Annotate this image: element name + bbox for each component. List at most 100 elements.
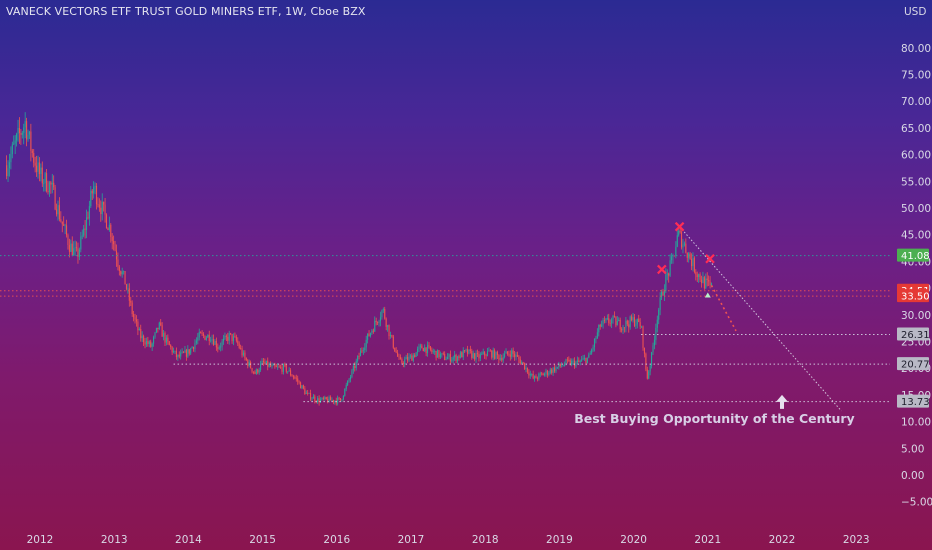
candle-body	[137, 321, 139, 331]
candle-body	[292, 376, 294, 378]
candle-body	[496, 351, 499, 356]
up-marker	[704, 292, 711, 298]
candle-body	[30, 131, 32, 151]
y-tick-label: 0.00	[901, 470, 924, 482]
candle-body	[228, 333, 230, 341]
candle-body	[274, 364, 276, 367]
candle-body	[559, 363, 561, 367]
candle-body	[686, 252, 688, 258]
candle-body	[702, 277, 704, 284]
candle-body	[689, 253, 691, 260]
candle-body	[180, 352, 182, 357]
candle-body	[157, 327, 159, 330]
candle-body	[424, 347, 426, 352]
candle-body	[291, 375, 293, 377]
candle-body	[295, 377, 297, 379]
candle-body	[573, 360, 576, 367]
candle-body	[359, 350, 362, 357]
candle-body	[251, 368, 253, 372]
candle-body	[411, 355, 413, 361]
candle-body	[108, 224, 110, 231]
candle-body	[344, 388, 346, 396]
candle-body	[658, 309, 660, 320]
candle-body	[635, 324, 637, 326]
candle-body	[508, 353, 510, 355]
candle-body	[452, 357, 454, 360]
candle-body	[217, 347, 219, 349]
candle-body	[387, 325, 389, 327]
candle-body	[173, 351, 175, 353]
candle-body	[375, 320, 377, 322]
candle-body	[345, 385, 347, 389]
candle-body	[322, 397, 324, 399]
candle-body	[271, 365, 273, 367]
candle-body	[529, 374, 531, 376]
candle-body	[257, 369, 259, 373]
y-tick-label: 80.00	[901, 43, 931, 55]
candle-body	[147, 340, 149, 345]
candle-body	[398, 356, 400, 358]
candles-group	[6, 112, 713, 406]
y-tick-label: −5.00	[901, 497, 932, 509]
candle-body	[382, 309, 384, 311]
candle-body	[582, 358, 584, 360]
candle-body	[88, 206, 90, 219]
candle-body	[93, 186, 95, 194]
candle-body	[58, 205, 60, 220]
candle-body	[130, 300, 132, 303]
x-tick-label: 2015	[249, 534, 276, 546]
candle-body	[171, 347, 173, 353]
candle-body	[337, 397, 339, 404]
candle-body	[235, 336, 237, 341]
candle-body	[210, 340, 212, 342]
candle-body	[241, 348, 243, 356]
candle-body	[267, 360, 269, 367]
candle-body	[465, 349, 467, 351]
candle-body	[419, 345, 421, 347]
candle-body	[626, 320, 628, 325]
candle-body	[623, 327, 626, 329]
x-tick-label: 2023	[843, 534, 870, 546]
candle-body	[663, 290, 665, 296]
candle-body	[552, 367, 554, 373]
candle-body	[651, 352, 653, 366]
candle-body	[78, 249, 80, 257]
level-tag: 13.73	[897, 394, 930, 408]
candle-body	[262, 360, 265, 363]
candle-body	[555, 367, 557, 372]
candle-body	[442, 353, 444, 355]
candle-body	[439, 354, 441, 358]
candle-body	[177, 354, 179, 358]
candle-body	[441, 353, 443, 355]
candle-body	[197, 337, 199, 341]
candle-body	[254, 371, 256, 374]
candle-body	[676, 235, 678, 247]
candle-body	[549, 369, 551, 374]
y-tick-label: 60.00	[901, 150, 931, 162]
candle-body	[67, 235, 69, 246]
candle-body	[432, 351, 434, 353]
candle-body	[699, 274, 701, 280]
candle-body	[311, 398, 313, 400]
candle-body	[405, 357, 407, 360]
candle-body	[415, 352, 417, 357]
candle-body	[592, 347, 594, 350]
candle-body	[57, 205, 59, 215]
candle-body	[682, 244, 684, 248]
candle-body	[548, 373, 550, 375]
candle-body	[401, 359, 403, 363]
candle-body	[581, 359, 583, 362]
candle-body	[394, 347, 396, 352]
candle-body	[7, 168, 9, 177]
candle-body	[165, 337, 167, 343]
y-tick-label: 5.00	[901, 443, 924, 455]
candle-body	[417, 348, 419, 353]
level-tag: 33.50	[897, 289, 930, 303]
candle-body	[252, 371, 255, 373]
candle-body	[643, 347, 645, 354]
candle-body	[462, 350, 464, 358]
candle-body	[692, 257, 694, 267]
candle-body	[319, 399, 322, 403]
candle-body	[431, 349, 433, 352]
